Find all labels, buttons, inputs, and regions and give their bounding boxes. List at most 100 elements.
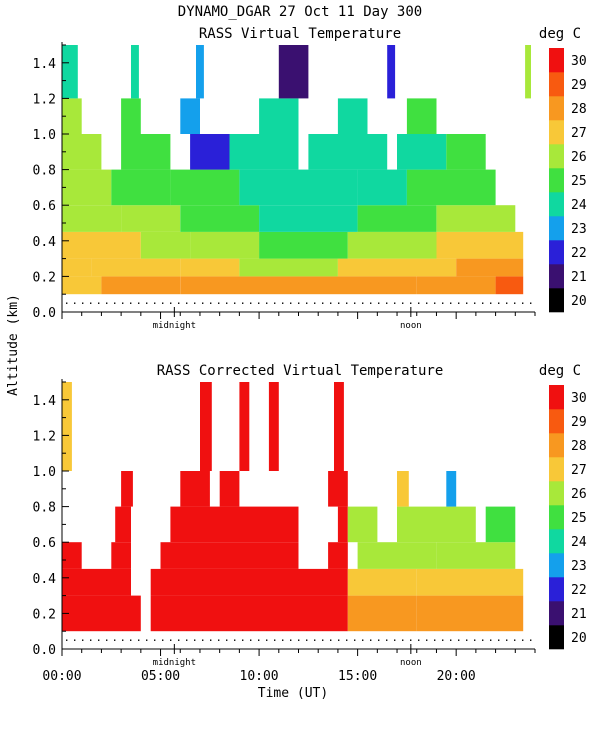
data-cell (62, 169, 112, 206)
y-tick-label: 0.2 (33, 270, 56, 285)
data-cell (357, 205, 437, 232)
y-tick-label: 0.0 (33, 643, 56, 658)
colorbar-label: 28 (571, 102, 587, 117)
baseline-dot (146, 302, 148, 304)
baseline-dot (346, 302, 348, 304)
baseline-dot (186, 639, 188, 641)
data-cell (456, 258, 524, 277)
baseline-dot (386, 639, 388, 641)
colorbar-label: 25 (571, 174, 587, 189)
colorbar-label: 29 (571, 415, 587, 430)
panel-top-title: RASS Virtual Temperature (199, 26, 401, 42)
baseline-dot (274, 639, 276, 641)
data-cell (268, 382, 279, 471)
data-cell (328, 542, 348, 569)
colorbar-label: 21 (571, 270, 587, 285)
y-tick-label: 0.0 (33, 306, 56, 321)
baseline-dot (426, 639, 428, 641)
data-cell (121, 134, 171, 170)
baseline-dot (98, 302, 100, 304)
x-tick-label: 20:00 (437, 669, 476, 684)
colorbar-swatch (549, 481, 564, 506)
data-cell (406, 98, 437, 134)
data-cell (337, 258, 457, 277)
data-cell (180, 258, 240, 277)
baseline-dot (234, 639, 236, 641)
baseline-dot (434, 639, 436, 641)
baseline-dot (66, 302, 68, 304)
data-cell (347, 595, 417, 632)
baseline-dot (194, 639, 196, 641)
y-axis-label: Altitude (km) (6, 294, 21, 396)
baseline-dot (370, 302, 372, 304)
colorbar-swatch (549, 625, 564, 650)
baseline-dot (426, 302, 428, 304)
panel-bottom: RASS Corrected Virtual Temperature deg C… (33, 363, 587, 684)
baseline-dot (482, 639, 484, 641)
data-cell (140, 231, 191, 259)
baseline-dot (194, 302, 196, 304)
y-tick-label: 0.6 (33, 199, 56, 214)
data-cell (357, 542, 437, 569)
baseline-dot (266, 639, 268, 641)
data-cell (397, 134, 447, 170)
y-tick-label: 0.8 (33, 501, 56, 516)
x-axis-label: Time (UT) (258, 686, 328, 701)
baseline-dot (186, 302, 188, 304)
baseline-dot (242, 639, 244, 641)
x-tick-label: 15:00 (338, 669, 377, 684)
colorbar-swatch (549, 48, 564, 73)
baseline-dot (106, 302, 108, 304)
colorbar-swatch (549, 529, 564, 554)
baseline-dot (258, 302, 260, 304)
baseline-dot (298, 302, 300, 304)
baseline-dot (522, 639, 524, 641)
baseline-dot (226, 302, 228, 304)
y-tick-label: 1.0 (33, 128, 56, 143)
data-cell (62, 276, 102, 295)
baseline-dot (306, 302, 308, 304)
data-cell (190, 134, 230, 170)
baseline-dot (90, 302, 92, 304)
data-cell (121, 471, 133, 507)
data-cell (357, 169, 407, 206)
x-tick-label: 10:00 (240, 669, 279, 684)
baseline-dot (82, 639, 84, 641)
y-tick-label: 1.0 (33, 465, 56, 480)
baseline-dot (130, 639, 132, 641)
baseline-dot (498, 639, 500, 641)
baseline-dot (226, 639, 228, 641)
baseline-dot (138, 639, 140, 641)
baseline-dot (322, 639, 324, 641)
y-tick-label: 1.4 (33, 394, 57, 409)
data-cell (328, 471, 348, 507)
colorbar-swatch (549, 409, 564, 434)
baseline-dot (282, 639, 284, 641)
colorbar-label: 30 (571, 391, 587, 406)
colorbar-swatch (549, 553, 564, 578)
baseline-dot (354, 302, 356, 304)
baseline-dot (402, 302, 404, 304)
x-tick-label: 05:00 (141, 669, 180, 684)
data-cell (115, 506, 131, 543)
data-cell (259, 98, 299, 134)
x-tick-label: 00:00 (42, 669, 81, 684)
colorbar-label: 20 (571, 631, 587, 646)
baseline-dot (322, 302, 324, 304)
baseline-dot (442, 302, 444, 304)
colorbar-label: 21 (571, 607, 587, 622)
colorbar-swatch (549, 168, 564, 193)
baseline-dot (298, 639, 300, 641)
baseline-dot (250, 639, 252, 641)
data-cell (298, 276, 417, 295)
data-cell (180, 205, 260, 232)
baseline-dot (122, 639, 124, 641)
colorbar-swatch (549, 72, 564, 97)
data-cell (337, 98, 368, 134)
colorbar-label: 27 (571, 126, 587, 141)
baseline-dot (290, 302, 292, 304)
baseline-dot (514, 302, 516, 304)
colorbar-label: 23 (571, 559, 587, 574)
baseline-dot (490, 302, 492, 304)
baseline-dot (394, 302, 396, 304)
